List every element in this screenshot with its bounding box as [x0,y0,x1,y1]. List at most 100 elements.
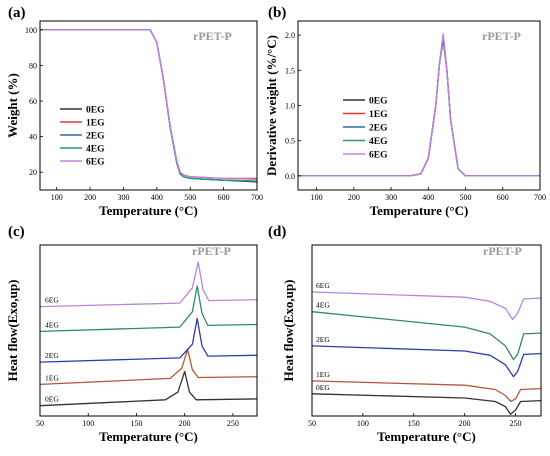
series-line-4EG [298,35,540,177]
x-tick-label: 200 [84,193,96,202]
legend: 0EG 1EG 2EG 4EG 6EG [60,106,105,168]
legend: 0EG 1EG 2EG 4EG 6EG [343,97,388,161]
series-label-6EG: 6EG [316,281,330,290]
y-axis-title: Heat flow(Exo,up) [5,280,20,382]
x-tick-label: 250 [510,419,522,428]
x-tick-label: 600 [497,193,509,202]
y-axis-title: Derivative weight (%/°C) [264,35,279,176]
y-axis-title: Heat flow(Exo,up) [281,280,296,382]
panel-3: (c) rPET-P 0EG 1EG 2EG 4EG 6EG 50 100 150 200 250 Te… [5,224,258,444]
x-tick-label: 700 [534,193,546,202]
series-line-1EG [40,29,257,180]
series-line-0EG [311,393,542,415]
x-tick-label: 400 [422,193,434,202]
x-axis-title: Temperature (°C) [370,203,469,218]
series-line-6EG [298,33,540,177]
x-tick-label: 150 [408,419,420,428]
x-tick-label: 200 [348,193,360,202]
series-line-4EG [39,285,258,333]
x-tick-label: 100 [311,193,323,202]
y-tick-label: 0.5 [285,137,295,146]
y-tick-label: 60 [29,97,37,106]
x-tick-label: 400 [151,193,163,202]
x-tick-label: 150 [130,419,142,428]
x-tick-label: 300 [117,193,129,202]
panel-label: (c) [8,224,25,240]
annotation-label: rPET-P [482,29,521,43]
series-label-6EG: 6EG [45,296,59,305]
plot-frame [311,244,542,417]
y-tick-label: 80 [29,61,37,70]
y-tick-label: 40 [29,133,37,142]
legend-label-1EG: 1EG [369,110,388,120]
annotation-label: rPET-P [192,244,231,258]
plot-frame [39,20,258,191]
series-label-1EG: 1EG [316,370,330,379]
legend-label-2EG: 2EG [369,124,388,134]
x-tick-label: 100 [82,419,94,428]
series-line-4EG [311,311,542,361]
panel-label: (b) [268,5,286,21]
series-line-6EG [39,261,258,308]
x-tick-label: 300 [385,193,397,202]
series-label-2EG: 2EG [45,351,59,360]
x-tick-label: 700 [251,193,263,202]
series-line-2EG [298,37,540,177]
series-label-0EG: 0EG [45,395,59,404]
series-line-4EG [40,29,258,182]
x-tick-label: 100 [357,419,369,428]
x-tick-label: 250 [227,419,239,428]
y-tick-label: 1.0 [285,102,295,111]
legend-label-6EG: 6EG [369,151,388,161]
series-label-4EG: 4EG [45,320,59,329]
annotation-label: rPET-P [193,29,232,43]
x-tick-label: 100 [51,193,63,202]
series-line-6EG [40,29,258,180]
x-axis-title: Temperature (°C) [377,429,476,444]
plot-frame [39,244,258,417]
x-axis-title: Temperature (°C) [99,203,198,218]
x-tick-label: 200 [459,419,471,428]
series-line-1EG [298,36,540,177]
series-line-6EG [311,291,542,321]
legend-label-0EG: 0EG [369,97,388,107]
x-tick-label: 50 [308,419,316,428]
panel-label: (d) [268,224,286,240]
legend-label-4EG: 4EG [86,145,105,155]
series-line-2EG [39,317,258,363]
y-tick-label: 2.0 [285,31,295,40]
panel-label: (a) [8,5,26,21]
panel-1: (a) rPET-P 100 200 300 400 500 600 700 20 40 60 80 10… [5,5,263,218]
series-line-2EG [311,345,542,378]
legend-label-2EG: 2EG [86,132,105,142]
legend-label-4EG: 4EG [369,137,388,147]
legend-label-0EG: 0EG [86,106,105,116]
panel-2: (b) rPET-P 100 200 300 400 500 600 700 0.0 0.5 1.0 1… [264,5,546,218]
y-tick-label: 1.5 [285,66,295,75]
series-line-0EG [39,370,258,407]
series-line-2EG [40,29,258,182]
y-tick-label: 0.0 [285,172,295,181]
y-tick-label: 20 [29,168,37,177]
legend-label-1EG: 1EG [86,119,105,129]
x-tick-label: 600 [218,193,230,202]
series-label-4EG: 4EG [316,301,330,310]
annotation-label: rPET-P [483,244,522,258]
series-line-1EG [39,348,258,386]
series-line-0EG [40,29,258,183]
series-line-0EG [298,39,540,177]
x-axis-title: Temperature (°C) [99,429,198,444]
y-tick-label: 100 [25,26,37,35]
series-line-1EG [311,380,542,403]
series-label-2EG: 2EG [316,335,330,344]
x-tick-label: 500 [460,193,472,202]
series-label-0EG: 0EG [316,383,330,392]
plot-frame [297,20,541,191]
series-label-1EG: 1EG [45,373,59,382]
y-axis-title: Weight (%) [5,73,20,138]
x-tick-label: 500 [184,193,196,202]
panel-4: (d) rPET-P 0EG 1EG 2EG 4EG 6EG 50 100 150 200 250 Te… [268,224,542,444]
x-tick-label: 50 [36,419,44,428]
legend-label-6EG: 6EG [86,158,105,168]
